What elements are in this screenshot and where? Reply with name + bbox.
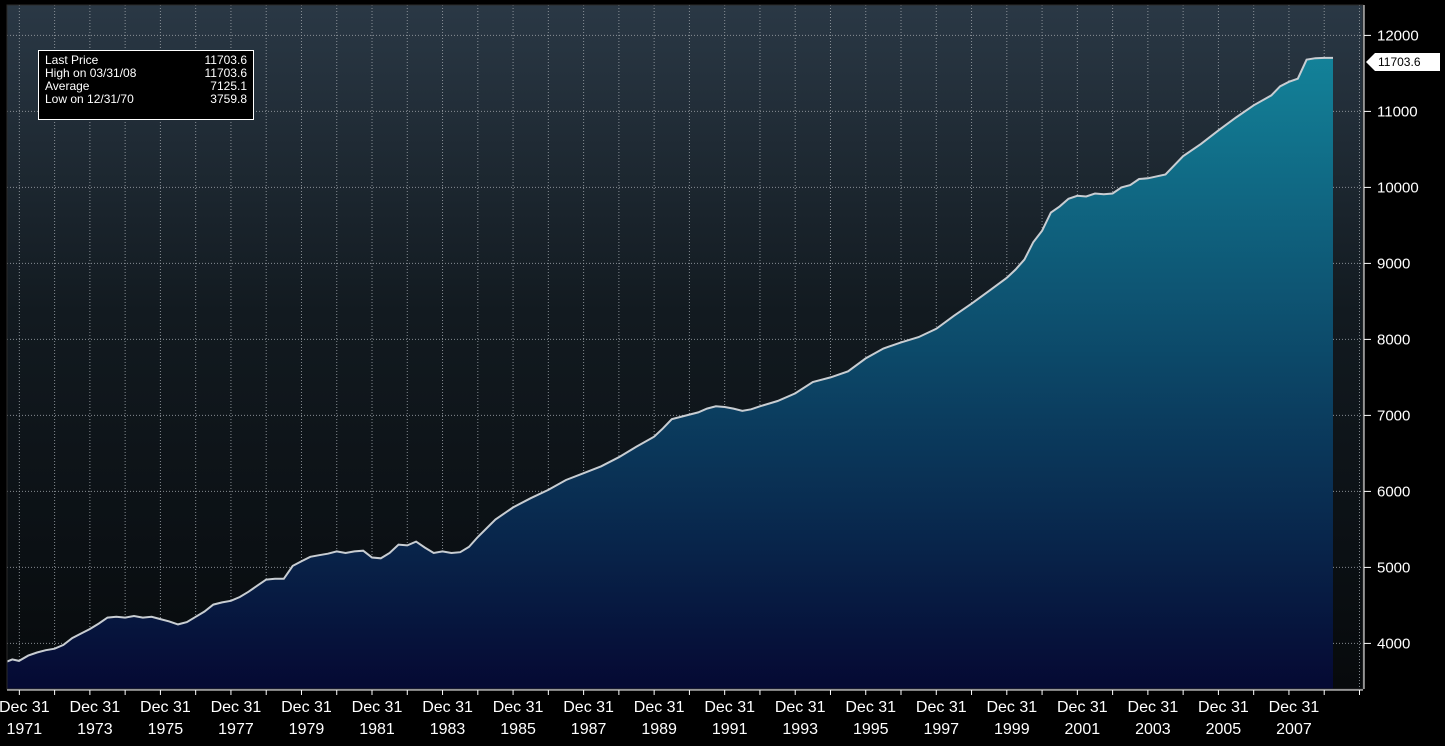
x-tick-label-year: 1981 bbox=[359, 721, 395, 738]
x-tick-label-year: 2003 bbox=[1135, 721, 1171, 738]
x-tick-label-month: Dec 31 bbox=[986, 699, 1037, 716]
x-tick-label-month: Dec 31 bbox=[634, 699, 685, 716]
y-axis: 4000 5000 6000 7000 8000 9000 10000 11000 12000 bbox=[1363, 5, 1419, 689]
x-tick-label-month: Dec 31 bbox=[1057, 699, 1108, 716]
legend-value: 3759.8 bbox=[210, 92, 247, 106]
last-price-tag-label: 11703.6 bbox=[1378, 55, 1421, 69]
x-tick-label-year: 1983 bbox=[430, 721, 466, 738]
x-tick-label-year: 1993 bbox=[782, 721, 818, 738]
x-tick-label-month: Dec 31 bbox=[845, 699, 896, 716]
x-tick-label-month: Dec 31 bbox=[1269, 699, 1320, 716]
legend-label: Low on 12/31/70 bbox=[45, 92, 134, 106]
x-tick-label-month: Dec 31 bbox=[70, 699, 121, 716]
x-tick-label-month: Dec 31 bbox=[211, 699, 262, 716]
legend-row-high: High on 03/31/08 11703.6 bbox=[45, 67, 247, 80]
y-tick-label: 9000 bbox=[1377, 255, 1410, 272]
legend-label: Last Price bbox=[45, 53, 99, 67]
x-tick-label-month: Dec 31 bbox=[775, 699, 826, 716]
y-tick-label: 11000 bbox=[1377, 103, 1418, 120]
x-tick-label-year: 1997 bbox=[923, 721, 959, 738]
y-tick-label: 8000 bbox=[1377, 331, 1410, 348]
x-tick-label-month: Dec 31 bbox=[916, 699, 967, 716]
y-tick-label: 7000 bbox=[1377, 407, 1410, 424]
legend-row-low: Low on 12/31/70 3759.8 bbox=[45, 93, 247, 106]
y-tick-label: 5000 bbox=[1377, 559, 1410, 576]
legend-row-last-price: Last Price 11703.6 bbox=[45, 54, 247, 67]
x-tick-label-year: 1999 bbox=[994, 721, 1030, 738]
x-tick-label-month: Dec 31 bbox=[1198, 699, 1249, 716]
tag-shape bbox=[1366, 53, 1440, 71]
legend-label: Average bbox=[45, 79, 90, 93]
area-fill bbox=[7, 57, 1333, 689]
x-tick-label-year: 2001 bbox=[1065, 721, 1101, 738]
y-tick-label: 4000 bbox=[1377, 635, 1410, 652]
x-tick-label-year: 1975 bbox=[148, 721, 184, 738]
x-tick-label-month: Dec 31 bbox=[0, 699, 50, 716]
x-tick-label-month: Dec 31 bbox=[352, 699, 403, 716]
x-tick-label-year: 1971 bbox=[7, 721, 43, 738]
y-tick-label: 12000 bbox=[1377, 27, 1419, 44]
x-tick-label-month: Dec 31 bbox=[422, 699, 473, 716]
legend-value: 11703.6 bbox=[204, 66, 248, 80]
legend-label: High on 03/31/08 bbox=[45, 66, 137, 80]
last-price-tag: 11703.6 bbox=[1366, 53, 1440, 71]
x-tick-label-month: Dec 31 bbox=[1128, 699, 1179, 716]
x-tick-label-month: Dec 31 bbox=[493, 699, 544, 716]
x-tick-label-month: Dec 31 bbox=[281, 699, 332, 716]
x-tick-label-year: 1977 bbox=[218, 721, 254, 738]
x-tick-label-month: Dec 31 bbox=[704, 699, 755, 716]
x-tick-label-year: 1973 bbox=[77, 721, 113, 738]
x-tick-label-year: 1995 bbox=[853, 721, 889, 738]
legend-box: Last Price 11703.6 High on 03/31/08 1170… bbox=[38, 50, 254, 120]
legend-value: 7125.1 bbox=[210, 79, 247, 93]
plot-border bbox=[6, 4, 1364, 690]
series-line bbox=[6, 56, 1333, 663]
legend-value: 11703.6 bbox=[204, 53, 248, 67]
x-tick-label-year: 2005 bbox=[1206, 721, 1242, 738]
x-tick-label-year: 1989 bbox=[641, 721, 677, 738]
y-tick-label: 6000 bbox=[1377, 483, 1410, 500]
x-tick-label-year: 1987 bbox=[571, 721, 607, 738]
x-axis: Dec 31 1971 Dec 31 1973 Dec 31 1975 Dec 31 1977… bbox=[0, 689, 1363, 738]
x-tick-label-month: Dec 31 bbox=[563, 699, 614, 716]
x-tick-label-year: 1985 bbox=[500, 721, 536, 738]
y-tick-label: 10000 bbox=[1377, 179, 1419, 196]
x-tick-label-year: 1991 bbox=[712, 721, 748, 738]
legend-row-average: Average 7125.1 bbox=[45, 80, 247, 93]
x-tick-label-year: 2007 bbox=[1276, 721, 1312, 738]
x-tick-label-year: 1979 bbox=[289, 721, 325, 738]
x-tick-label-month: Dec 31 bbox=[140, 699, 191, 716]
